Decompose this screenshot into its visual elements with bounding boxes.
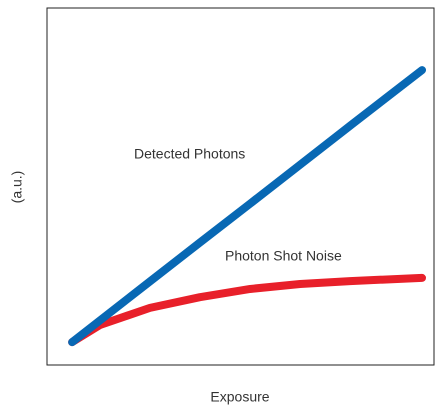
y-axis-label: (a.u.) [9,171,25,204]
plot-frame [46,7,435,366]
x-axis-label: Exposure [210,389,269,405]
series-line [68,66,427,347]
series-label: Photon Shot Noise [225,248,342,264]
series-line [68,273,427,347]
series-label: Detected Photons [134,146,245,162]
